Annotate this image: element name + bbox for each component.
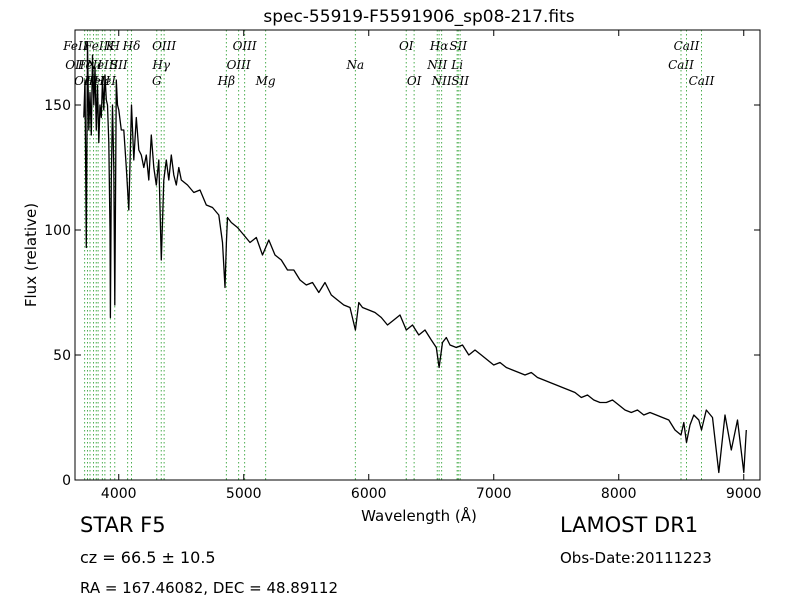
marker-label-24: NII bbox=[431, 74, 452, 88]
redshift-label: cz = 66.5 ± 10.5 bbox=[80, 548, 216, 567]
marker-label-18: Mg bbox=[255, 74, 276, 88]
x-tick-label: 7000 bbox=[476, 486, 512, 502]
plot-area-frame bbox=[74, 29, 761, 481]
y-tick-label: 100 bbox=[44, 223, 71, 239]
marker-label-20: OI bbox=[399, 39, 414, 53]
marker-label-10: SII bbox=[110, 58, 128, 72]
marker-label-2: FeII bbox=[77, 58, 103, 72]
x-axis-label: Wavelength (Å) bbox=[361, 506, 477, 525]
x-tick-label: 6000 bbox=[351, 486, 387, 502]
x-tick-label: 8000 bbox=[601, 486, 637, 502]
survey-label: LAMOST DR1 bbox=[560, 513, 699, 537]
y-axis-label: Flux (relative) bbox=[22, 203, 40, 307]
spectral-class-label: STAR F5 bbox=[80, 513, 166, 537]
observation-date-label: Obs-Date:20111223 bbox=[560, 549, 712, 567]
y-axis-ticks: 0 50 100 150 bbox=[44, 98, 760, 489]
marker-label-29: CaII bbox=[674, 39, 700, 53]
emission-line-markers: OIIFeIIFeIIOIIFeIIFeIINeIIIHeIKHSIIHδGHγ… bbox=[62, 30, 715, 480]
marker-label-28: CaII bbox=[668, 58, 694, 72]
coordinates-label: RA = 167.46082, DEC = 48.89112 bbox=[80, 579, 339, 597]
spectrum-line bbox=[83, 41, 747, 474]
marker-label-25: Li bbox=[450, 58, 463, 72]
marker-label-12: G bbox=[152, 74, 162, 88]
marker-label-22: NII bbox=[426, 58, 447, 72]
marker-label-21: OI bbox=[407, 74, 422, 88]
marker-label-13: Hγ bbox=[151, 58, 170, 72]
y-tick-label: 0 bbox=[62, 473, 71, 489]
marker-label-23: Hα bbox=[429, 39, 449, 53]
x-axis-ticks: 4000 5000 6000 7000 8000 9000 bbox=[101, 30, 762, 502]
x-tick-label: 9000 bbox=[726, 486, 762, 502]
marker-label-14: OIII bbox=[152, 39, 176, 53]
y-tick-label: 50 bbox=[53, 348, 71, 364]
chart-title: spec-55919-F5591906_sp08-217.fits bbox=[263, 7, 574, 27]
marker-label-6: NeIII bbox=[85, 58, 118, 72]
marker-label-19: Na bbox=[346, 58, 365, 72]
marker-label-11: Hδ bbox=[122, 39, 141, 53]
x-tick-label: 4000 bbox=[101, 486, 137, 502]
marker-label-27: SII bbox=[451, 74, 469, 88]
marker-label-15: Hβ bbox=[217, 74, 235, 88]
marker-label-9: H bbox=[109, 39, 121, 53]
marker-label-3: OII bbox=[74, 74, 94, 88]
marker-label-26: SII bbox=[449, 39, 467, 53]
marker-label-30: CaII bbox=[689, 74, 715, 88]
marker-label-16: OIII bbox=[227, 58, 251, 72]
marker-label-8: K bbox=[105, 39, 116, 53]
x-tick-label: 5000 bbox=[226, 486, 262, 502]
marker-label-17: OIII bbox=[233, 39, 257, 53]
y-tick-label: 150 bbox=[44, 98, 71, 114]
